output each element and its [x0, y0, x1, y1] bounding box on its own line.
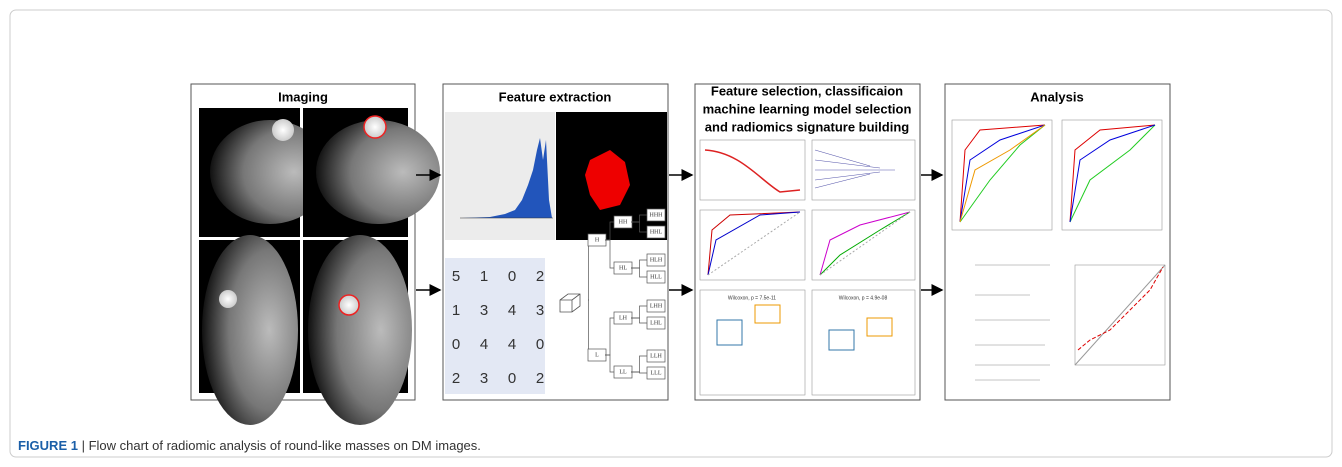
mammograms	[199, 108, 440, 425]
stat-label: Wilcoxon, p = 7.5e-11	[728, 295, 776, 301]
matrix-cell: 1	[452, 302, 460, 319]
arrows	[416, 169, 944, 296]
tree-node: LL	[619, 369, 627, 375]
panel-title-line: Feature selection, classificaion	[711, 83, 903, 98]
roi-mask	[585, 150, 630, 210]
tree-edge	[605, 354, 614, 373]
tree-node: HH	[619, 219, 628, 225]
panel-title-line: and radiomics signature building	[705, 119, 909, 134]
caption: FIGURE 1 | Flow chart of radiomic analys…	[18, 438, 481, 453]
matrix-bg	[445, 258, 545, 394]
frame	[9, 9, 1333, 458]
tree-node: LH	[619, 315, 628, 321]
matrix-cell: 5	[452, 268, 460, 285]
tree-node-box	[646, 253, 666, 267]
matrix-cell: 0	[536, 336, 544, 353]
matrix-cell: 2	[536, 370, 544, 387]
tree-node-box	[646, 349, 666, 363]
tree-node-box	[646, 270, 666, 284]
tree-node-box	[646, 316, 666, 330]
lasso-plots	[699, 139, 916, 396]
analysis-plots	[951, 119, 1166, 381]
tree-node-box	[646, 299, 666, 313]
tree-edge	[605, 239, 614, 269]
tree-node: HHH	[650, 212, 664, 218]
tree-node-box	[646, 208, 666, 222]
matrix-cell: 4	[480, 336, 488, 353]
matrix-cell: 2	[452, 370, 460, 387]
histogram	[462, 138, 552, 218]
tree-node-box	[646, 366, 666, 380]
tree-node: LHH	[650, 303, 663, 309]
stat-label: Wilcoxon, p = 4.9e-08	[839, 295, 888, 301]
matrix-cell: 0	[508, 370, 516, 387]
tree-node: LHL	[650, 320, 662, 326]
tree-node: L	[595, 352, 599, 358]
panel-title: Analysis	[1030, 89, 1083, 104]
panel-title-line: machine learning model selection	[703, 101, 912, 116]
matrix-cell: 1	[480, 268, 488, 285]
tree-edge	[631, 317, 647, 324]
matrix-cell: 4	[508, 336, 516, 353]
matrix: 5 1 0 2 1 3 4 3 0 4 4 0 2 3 0 2	[452, 268, 544, 387]
tree-node: LLH	[650, 353, 662, 359]
tree-node: HL	[619, 265, 627, 271]
tree-node: HLH	[650, 257, 663, 263]
tree-node-box	[646, 225, 666, 239]
matrix-cell: 3	[480, 370, 488, 387]
matrix-cell: 4	[508, 302, 516, 319]
matrix-cell: 3	[536, 302, 544, 319]
caption-label: FIGURE 1	[18, 438, 78, 453]
caption-text: | Flow chart of radiomic analysis of rou…	[82, 438, 481, 453]
panel-title: Imaging	[278, 89, 328, 104]
tree-edge	[631, 267, 647, 278]
tree-edge	[631, 371, 647, 374]
tree-node: HLL	[650, 274, 662, 280]
panel-title: Feature extraction	[499, 89, 612, 104]
tree-node: H	[595, 237, 600, 243]
tree-node: LLL	[651, 370, 662, 376]
tree-edge	[631, 221, 647, 233]
matrix-cell: 2	[536, 268, 544, 285]
matrix-cell: 0	[452, 336, 460, 353]
tree-node: HHL	[650, 229, 663, 235]
matrix-cell: 3	[480, 302, 488, 319]
matrix-cell: 0	[508, 268, 516, 285]
panel-title: Feature selection, classificaion machine …	[703, 83, 912, 134]
